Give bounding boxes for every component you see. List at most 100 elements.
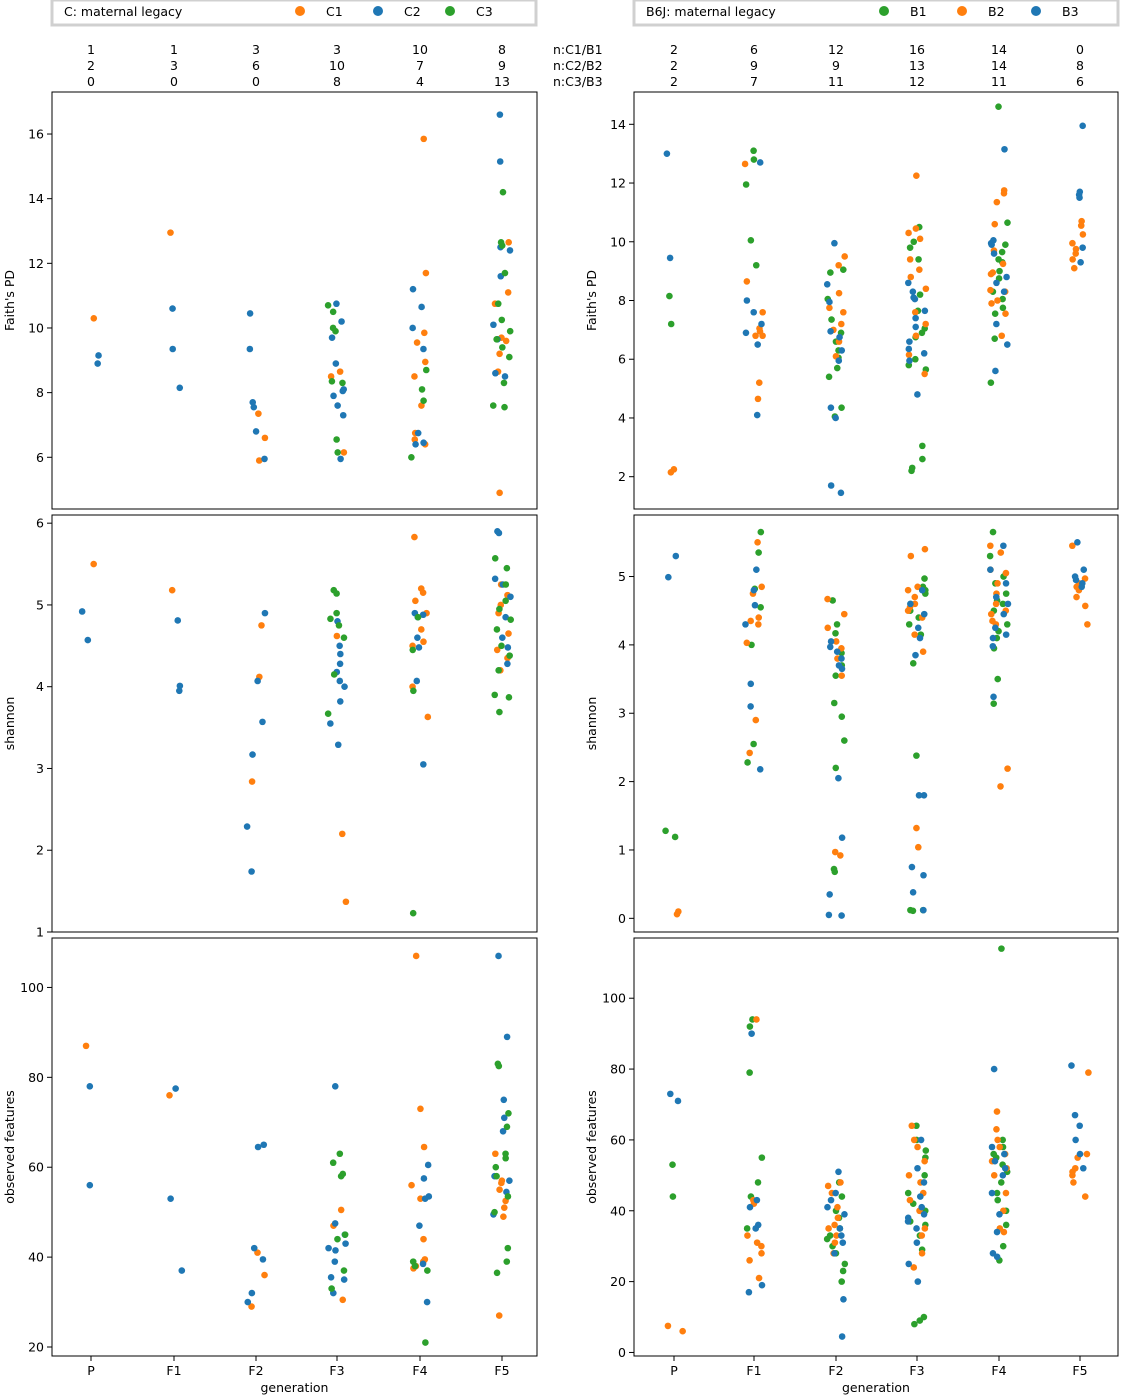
point-C1 — [258, 622, 265, 629]
point-C3 — [493, 1269, 501, 1277]
point-B2 — [987, 542, 994, 550]
point-B3 — [827, 328, 834, 335]
point-B3 — [920, 791, 928, 799]
x-tick-label: F4 — [412, 1363, 427, 1378]
point-C3 — [498, 642, 505, 650]
point-B1 — [922, 1147, 930, 1154]
point-B2 — [911, 593, 919, 601]
point-B3 — [905, 279, 912, 287]
point-C2 — [250, 403, 258, 411]
point-B3 — [836, 1225, 844, 1232]
point-C2 — [175, 687, 183, 695]
count-label: 2 — [670, 58, 678, 73]
point-C1 — [333, 632, 341, 640]
point-C3 — [341, 1231, 349, 1238]
point-B1 — [667, 320, 675, 328]
point-B2 — [831, 1239, 839, 1246]
point-C3 — [329, 308, 337, 316]
point-B2 — [913, 824, 920, 832]
count-label: 0 — [252, 74, 260, 89]
point-B1 — [662, 827, 669, 835]
y-tick-label: 8 — [618, 293, 626, 308]
point-C3 — [411, 1262, 419, 1270]
point-C2 — [94, 360, 101, 367]
count-label: 8 — [1076, 58, 1084, 73]
y-tick-label: 1 — [36, 925, 44, 940]
point-B1 — [910, 238, 918, 246]
point-B3 — [826, 891, 833, 898]
point-B2 — [837, 1179, 844, 1186]
point-C1 — [90, 314, 98, 322]
count-label: 4 — [416, 74, 424, 89]
point-B3 — [838, 1333, 846, 1340]
point-B3 — [756, 766, 764, 773]
point-C2 — [249, 751, 256, 758]
point-B3 — [747, 703, 754, 710]
x-axis-label: generation — [261, 1380, 329, 1395]
point-B2 — [825, 1225, 832, 1232]
y-axis-label: observed features — [2, 1090, 17, 1204]
point-B1 — [991, 335, 998, 342]
point-C2 — [169, 305, 176, 312]
point-B2 — [758, 583, 765, 591]
point-B3 — [753, 566, 760, 573]
point-C2 — [419, 1260, 427, 1268]
count-label: 0 — [170, 74, 178, 89]
point-C1 — [412, 597, 419, 605]
point-B3 — [839, 1239, 847, 1246]
x-tick-label: F3 — [909, 1363, 924, 1378]
point-B3 — [989, 642, 997, 650]
legend-label-B2: B2 — [988, 4, 1005, 19]
point-B2 — [905, 351, 913, 359]
point-C2 — [261, 455, 268, 463]
point-B3 — [663, 150, 671, 157]
count-label: 12 — [828, 42, 844, 57]
point-C3 — [503, 1123, 511, 1131]
x-tick-label: P — [87, 1363, 95, 1378]
point-B1 — [833, 621, 841, 628]
point-C2 — [334, 741, 342, 749]
legend-label-C2: C2 — [404, 4, 421, 19]
point-C3 — [408, 453, 415, 461]
point-B2 — [921, 1157, 928, 1165]
point-C2 — [246, 345, 254, 353]
point-C2 — [334, 402, 341, 409]
point-B2 — [1002, 310, 1009, 318]
point-B1 — [838, 1278, 846, 1285]
x-tick-label: F1 — [746, 1363, 761, 1378]
point-C3 — [333, 590, 340, 597]
point-C1 — [248, 1303, 255, 1310]
point-B3 — [904, 1218, 912, 1225]
point-C2 — [414, 634, 421, 641]
x-tick-label: F4 — [991, 1363, 1006, 1378]
point-B3 — [838, 834, 846, 841]
point-C2 — [174, 617, 182, 624]
y-tick-label: 4 — [36, 679, 44, 694]
point-B1 — [908, 467, 915, 475]
point-C3 — [328, 1285, 335, 1292]
legend-marker-B3 — [1031, 6, 1041, 16]
y-tick-label: 8 — [36, 385, 44, 400]
point-B2 — [746, 1257, 753, 1264]
point-C3 — [410, 687, 417, 695]
point-B1 — [994, 675, 1002, 683]
point-B1 — [915, 256, 922, 263]
y-tick-label: 4 — [618, 410, 626, 425]
y-tick-label: 0 — [618, 1345, 626, 1360]
point-C2 — [342, 1240, 349, 1247]
y-tick-label: 16 — [28, 127, 44, 142]
point-C2 — [424, 1161, 432, 1169]
point-B2 — [758, 1249, 765, 1257]
point-C1 — [166, 1092, 173, 1099]
point-C1 — [496, 1186, 503, 1193]
point-B1 — [1002, 1221, 1010, 1229]
count-label: 6 — [750, 42, 758, 57]
point-B3 — [999, 1172, 1007, 1179]
point-B2 — [741, 160, 749, 168]
y-tick-label: 100 — [602, 991, 626, 1006]
count-label: 8 — [333, 74, 341, 89]
point-B3 — [988, 1189, 996, 1197]
point-B1 — [906, 244, 914, 251]
point-C1 — [502, 337, 510, 345]
point-B3 — [920, 610, 928, 618]
